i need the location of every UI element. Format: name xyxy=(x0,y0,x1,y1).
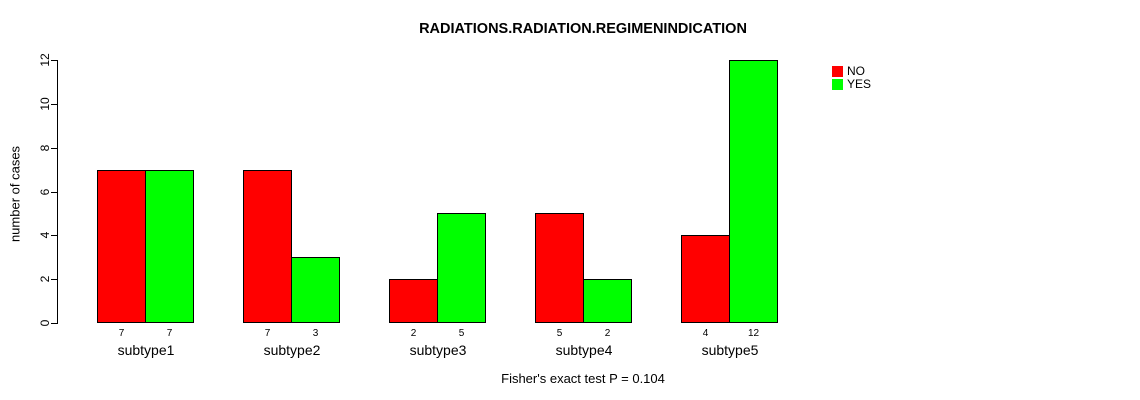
bar-value-label: 7 xyxy=(166,328,173,339)
y-axis-tick-label: 12 xyxy=(38,53,52,67)
bar xyxy=(729,60,778,323)
y-axis-tick xyxy=(51,147,57,149)
bar xyxy=(437,213,486,323)
legend-swatch xyxy=(832,79,843,90)
legend-item: NO xyxy=(832,64,871,78)
bar xyxy=(681,235,730,323)
legend-label: NO xyxy=(847,64,865,78)
y-axis-label: number of cases xyxy=(7,145,23,243)
y-axis-tick-label: 0 xyxy=(38,319,52,327)
bar xyxy=(243,169,292,323)
legend-swatch xyxy=(832,66,843,77)
x-axis-category-label: subtype1 xyxy=(117,342,175,358)
annotation-text: Fisher's exact test P = 0.104 xyxy=(501,371,665,386)
x-axis-category-label: subtype4 xyxy=(555,342,613,358)
x-axis-category-label: subtype5 xyxy=(701,342,759,358)
y-axis-tick xyxy=(51,279,57,281)
bar-value-label: 7 xyxy=(118,328,125,339)
legend-label: YES xyxy=(847,77,872,91)
bar xyxy=(389,279,438,323)
legend-item: YES xyxy=(832,77,872,91)
bar-value-label: 2 xyxy=(410,328,417,339)
y-axis-tick-label: 6 xyxy=(38,188,52,195)
y-axis-tick xyxy=(51,60,57,61)
bar xyxy=(145,169,194,323)
y-axis-tick-label: 10 xyxy=(38,97,52,111)
bar-value-label: 5 xyxy=(556,328,563,339)
y-axis-tick-label: 8 xyxy=(38,144,52,151)
bar xyxy=(291,257,340,323)
bar-value-label: 4 xyxy=(702,328,709,339)
y-axis-line xyxy=(57,60,58,324)
bar-value-label: 5 xyxy=(458,328,465,339)
bar-value-label: 12 xyxy=(747,328,760,339)
bar-value-label: 3 xyxy=(312,328,319,339)
chart-title: RADIATIONS.RADIATION.REGIMENINDICATION xyxy=(419,21,747,37)
y-axis-tick xyxy=(51,323,57,324)
x-axis-category-label: subtype3 xyxy=(409,342,467,358)
y-axis-tick xyxy=(51,191,57,193)
bar xyxy=(583,279,632,323)
bar-value-label: 7 xyxy=(264,328,271,339)
legend: NO YES xyxy=(832,64,872,91)
y-axis-tick-label: 4 xyxy=(38,231,52,239)
bar xyxy=(535,213,584,323)
y-axis-tick-label: 2 xyxy=(38,275,52,283)
bar xyxy=(97,169,146,323)
y-axis-tick xyxy=(51,103,57,105)
bar-value-label: 2 xyxy=(604,328,611,339)
y-axis-tick xyxy=(51,235,57,237)
x-axis-category-label: subtype2 xyxy=(263,342,321,358)
